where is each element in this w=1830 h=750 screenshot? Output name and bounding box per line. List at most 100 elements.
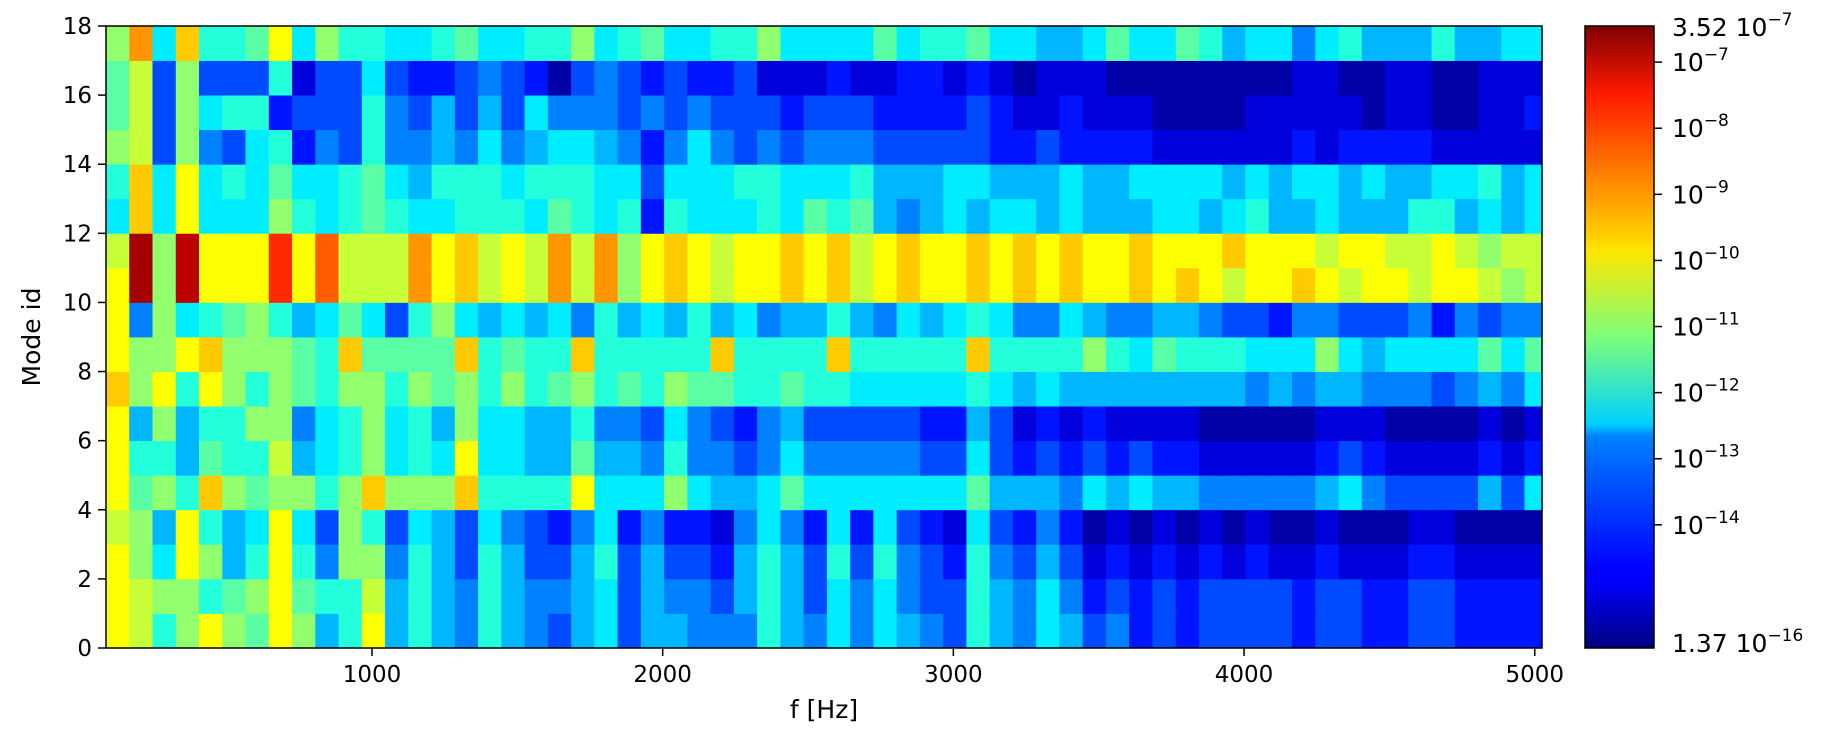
heatmap-cell — [1385, 544, 1409, 580]
x-axis-label: f [Hz] — [790, 695, 858, 724]
heatmap-cell — [687, 60, 712, 96]
heatmap-cell — [1175, 198, 1200, 234]
heatmap-cell — [943, 164, 967, 200]
heatmap-cell — [1478, 267, 1502, 303]
heatmap-cell — [780, 198, 805, 234]
heatmap-cell — [966, 440, 991, 476]
heatmap-cell — [1222, 26, 1246, 61]
heatmap-cell — [1036, 26, 1060, 61]
heatmap-cell — [943, 302, 967, 338]
heatmap-cell — [199, 95, 223, 131]
heatmap-cell — [222, 267, 246, 303]
heatmap-cell — [222, 406, 246, 442]
heatmap-cell — [431, 406, 456, 442]
heatmap-cell — [199, 164, 223, 200]
heatmap-cell — [478, 95, 502, 131]
heatmap-cell — [1292, 475, 1316, 511]
heatmap-cell — [1478, 233, 1502, 269]
heatmap-cell — [1152, 233, 1177, 269]
heatmap-cell — [1408, 95, 1432, 131]
heatmap-cell — [338, 267, 363, 303]
heatmap-cell — [245, 267, 270, 303]
heatmap-cell — [524, 406, 549, 442]
heatmap-cell — [268, 233, 293, 269]
heatmap-cell — [1431, 198, 1456, 234]
heatmap-cell — [129, 233, 153, 269]
heatmap-cell — [757, 544, 781, 580]
heatmap-cell — [1524, 164, 1543, 200]
heatmap-cell — [222, 60, 246, 96]
heatmap-cell — [571, 60, 595, 96]
heatmap-cell — [757, 198, 781, 234]
heatmap-cell — [315, 129, 339, 165]
heatmap-cell — [478, 440, 502, 476]
y-tick-label: 8 — [77, 360, 92, 386]
heatmap-cell — [757, 164, 781, 200]
heatmap-cell — [1524, 509, 1543, 545]
heatmap-cell — [1245, 371, 1270, 407]
heatmap-cell — [1105, 26, 1130, 61]
heatmap-cell — [1152, 475, 1177, 511]
heatmap-cell — [1268, 337, 1293, 372]
heatmap-cell — [408, 198, 432, 234]
heatmap-cell — [664, 26, 688, 61]
y-tick-label: 18 — [63, 14, 92, 40]
heatmap-cell — [547, 475, 572, 511]
heatmap-cell — [1222, 440, 1246, 476]
heatmap-cell — [478, 129, 502, 165]
heatmap-cell — [664, 267, 688, 303]
heatmap-cell — [1222, 371, 1246, 407]
heatmap-cell — [1129, 337, 1153, 372]
heatmap-cell — [245, 198, 270, 234]
heatmap-cell — [524, 233, 549, 269]
heatmap-cell — [454, 198, 479, 234]
heatmap-cell — [501, 164, 525, 200]
heatmap-cell — [1105, 509, 1130, 545]
heatmap-cell — [1454, 406, 1479, 442]
heatmap-cell — [873, 544, 898, 580]
heatmap-cell — [919, 198, 944, 234]
heatmap-cell — [385, 337, 409, 372]
heatmap-cell — [826, 371, 851, 407]
heatmap-cell — [175, 198, 200, 234]
heatmap-cell — [803, 267, 828, 303]
heatmap-cell — [478, 613, 502, 649]
heatmap-cell — [873, 267, 898, 303]
heatmap-cell — [640, 371, 665, 407]
heatmap-cell — [547, 267, 572, 303]
heatmap-cell — [780, 613, 805, 649]
heatmap-cell — [780, 302, 805, 338]
heatmap-cell — [1454, 60, 1479, 96]
heatmap-cell — [1245, 509, 1270, 545]
heatmap-cell — [850, 129, 874, 165]
heatmap-cell — [757, 267, 781, 303]
heatmap-cell — [1036, 60, 1060, 96]
heatmap-cell — [873, 406, 898, 442]
heatmap-cell — [385, 267, 409, 303]
heatmap-cell — [966, 164, 991, 200]
heatmap-cell — [106, 509, 130, 545]
heatmap-cell — [408, 267, 432, 303]
heatmap-cell — [501, 129, 525, 165]
heatmap-cell — [664, 129, 688, 165]
heatmap-cell — [245, 406, 270, 442]
heatmap-cell — [1454, 337, 1479, 372]
heatmap-cell — [547, 26, 572, 61]
heatmap-cell — [292, 129, 316, 165]
heatmap-cell — [431, 578, 456, 614]
heatmap-cell — [687, 337, 712, 372]
heatmap-cell — [1129, 613, 1153, 649]
heatmap-cell — [1315, 544, 1339, 580]
heatmap-cell — [1175, 164, 1200, 200]
heatmap-cell — [1292, 440, 1316, 476]
heatmap-cell — [152, 233, 177, 269]
heatmap-cell — [338, 164, 363, 200]
heatmap-cell — [152, 302, 177, 338]
heatmap-cell — [1012, 337, 1037, 372]
heatmap-cell — [1175, 578, 1200, 614]
heatmap-cell — [943, 26, 967, 61]
heatmap-cell — [222, 198, 246, 234]
heatmap-cell — [1431, 440, 1456, 476]
heatmap-cell — [1129, 198, 1153, 234]
heatmap-cell — [919, 26, 944, 61]
